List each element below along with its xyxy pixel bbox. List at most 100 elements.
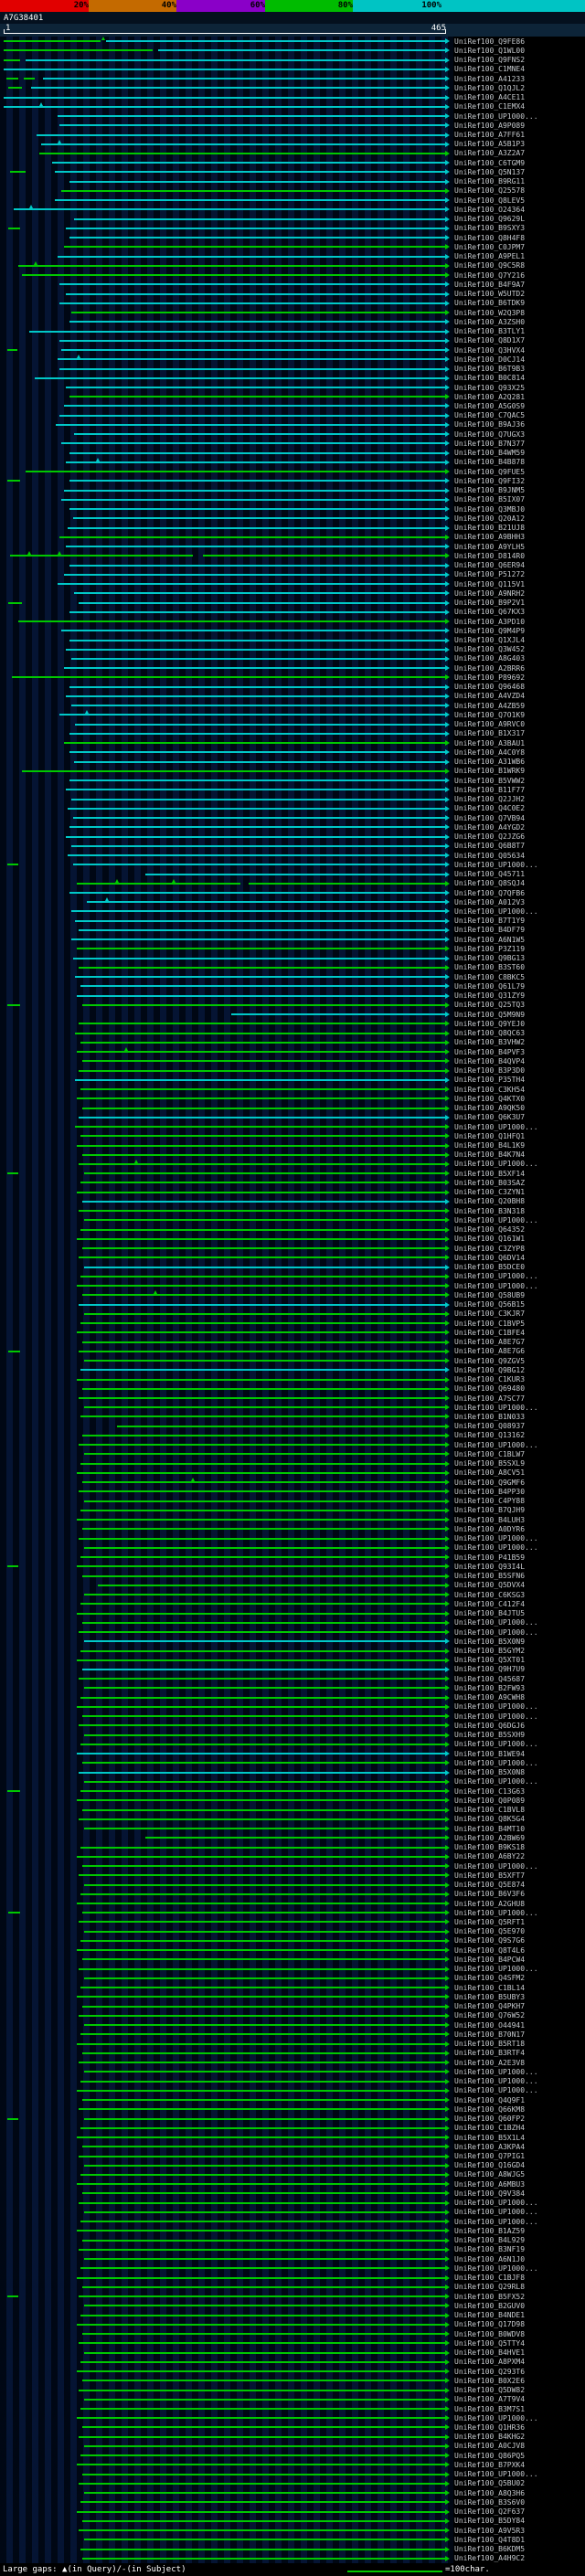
hit-bar[interactable] <box>59 302 445 304</box>
hit-label[interactable]: UniRef100_B2FW93 <box>454 1683 526 1692</box>
hit-bar[interactable] <box>37 133 445 136</box>
hit-label[interactable]: UniRef100_W2Q3P8 <box>454 308 526 317</box>
hit-label[interactable]: UniRef100_Q69480 <box>454 1384 526 1394</box>
hit-bar[interactable] <box>79 1818 445 1820</box>
hit-label[interactable]: UniRef100_A31WB6 <box>454 758 526 767</box>
hit-label[interactable]: UniRef100_A2GHU8 <box>454 1899 526 1908</box>
hit-label[interactable]: UniRef100_B4NDE1 <box>454 2311 526 2320</box>
hit-bar[interactable] <box>69 396 445 398</box>
hit-bar[interactable] <box>69 451 445 454</box>
hit-bar[interactable] <box>77 2370 445 2373</box>
hit-bar[interactable] <box>82 2426 445 2429</box>
hit-bar[interactable] <box>56 423 445 426</box>
hit-label[interactable]: UniRef100_B4DF79 <box>454 926 526 935</box>
hit-bar[interactable] <box>77 1051 445 1054</box>
hit-label[interactable]: UniRef100_A2E3V8 <box>454 2058 526 2067</box>
hit-bar[interactable] <box>77 2276 445 2279</box>
hit-label[interactable]: UniRef100_Q4SFM2 <box>454 1974 526 1983</box>
hit-bar[interactable] <box>70 844 445 847</box>
hit-label[interactable]: UniRef100_UP1000... <box>454 2077 538 2086</box>
hit-label[interactable]: UniRef100_B6T9B3 <box>454 365 526 374</box>
hit-bar[interactable] <box>84 1733 445 1736</box>
hit-bar[interactable] <box>82 2557 445 2560</box>
hit-label[interactable]: UniRef100_A9P089 <box>454 121 526 130</box>
hit-label[interactable]: UniRef100_A2Q281 <box>454 392 526 401</box>
hit-bar[interactable] <box>77 948 445 950</box>
hit-label[interactable]: UniRef100_UP1000... <box>454 2217 538 2226</box>
hit-label[interactable]: UniRef100_A8G403 <box>454 654 526 663</box>
hit-label[interactable]: UniRef100_Q8SQJ4 <box>454 879 526 888</box>
hit-label[interactable]: UniRef100_A8Q3H6 <box>454 2488 526 2497</box>
hit-bar[interactable] <box>84 2164 445 2167</box>
hit-label[interactable]: UniRef100_P51272 <box>454 570 526 579</box>
hit-bar[interactable] <box>70 312 445 314</box>
hit-label[interactable]: UniRef100_UP1000... <box>454 1122 538 1131</box>
hit-label[interactable]: UniRef100_B5SXH9 <box>454 1731 526 1740</box>
hit-bar[interactable] <box>77 1285 445 1288</box>
hit-bar[interactable] <box>79 2108 445 2111</box>
hit-label[interactable]: UniRef100_Q66KM8 <box>454 2104 526 2114</box>
hit-label[interactable]: UniRef100_B4L1K9 <box>454 1141 526 1150</box>
hit-label[interactable]: UniRef100_C6KSG3 <box>454 1590 526 1599</box>
hit-bar[interactable] <box>75 723 445 726</box>
hit-label[interactable]: UniRef100_Q45687 <box>454 1674 526 1683</box>
hit-bar[interactable] <box>82 2192 445 2195</box>
hit-bar[interactable] <box>80 1743 445 1745</box>
hit-bar[interactable] <box>79 2342 445 2345</box>
hit-label[interactable]: UniRef100_B5X1L4 <box>454 2133 526 2142</box>
hit-bar[interactable] <box>74 433 445 436</box>
hit-label[interactable]: UniRef100_A8PXM4 <box>454 2358 526 2367</box>
hit-label[interactable]: UniRef100_A2BRR6 <box>454 663 526 673</box>
hit-bar[interactable] <box>4 68 445 70</box>
hit-label[interactable]: UniRef100_B4HVE1 <box>454 2348 526 2358</box>
hit-bar[interactable] <box>80 1556 445 1559</box>
hit-label[interactable]: UniRef100_UP1000... <box>454 1160 538 1169</box>
hit-label[interactable]: UniRef100_B7T1Y9 <box>454 917 526 926</box>
hit-label[interactable]: UniRef100_Q5M9N9 <box>454 1010 526 1019</box>
hit-bar[interactable] <box>65 387 445 389</box>
hit-bar[interactable] <box>79 1116 445 1118</box>
hit-label[interactable]: UniRef100_Q8QC63 <box>454 1029 526 1038</box>
hit-bar[interactable] <box>84 2024 445 2027</box>
hit-bar[interactable] <box>79 1874 445 1877</box>
hit-bar[interactable] <box>17 620 445 623</box>
hit-bar[interactable] <box>84 1594 445 1596</box>
hit-bar[interactable] <box>69 508 445 511</box>
hit-bar[interactable] <box>77 1949 445 1952</box>
hit-bar[interactable] <box>84 2305 445 2307</box>
hit-bar[interactable] <box>79 2295 445 2298</box>
hit-label[interactable]: UniRef100_Q25578 <box>454 186 526 196</box>
hit-bar[interactable] <box>82 1060 445 1063</box>
hit-label[interactable]: UniRef100_B1N033 <box>454 1412 526 1421</box>
hit-label[interactable]: UniRef100_A4YGD2 <box>454 822 526 832</box>
hit-bar[interactable] <box>84 1930 445 1933</box>
hit-label[interactable]: UniRef100_A0CJV8 <box>454 2442 526 2451</box>
hit-bar[interactable] <box>77 1799 445 1802</box>
hit-label[interactable]: UniRef100_Q31ZY9 <box>454 991 526 1001</box>
hit-bar[interactable] <box>59 339 445 342</box>
hit-label[interactable]: UniRef100_B4K7N4 <box>454 1150 526 1160</box>
hit-bar[interactable] <box>82 2051 445 2054</box>
hit-bar[interactable] <box>80 1369 445 1372</box>
hit-label[interactable]: UniRef100_B5FX52 <box>454 2292 526 2301</box>
hit-bar[interactable] <box>75 1032 445 1034</box>
hit-bar[interactable] <box>145 1837 445 1839</box>
hit-label[interactable]: UniRef100_Q8H4F8 <box>454 233 526 242</box>
hit-label[interactable]: UniRef100_C1KUR3 <box>454 1375 526 1384</box>
hit-label[interactable]: UniRef100_A9PEL1 <box>454 252 526 261</box>
hit-bar[interactable] <box>8 1912 20 1914</box>
hit-label[interactable]: UniRef100_B21UJ8 <box>454 524 526 533</box>
hit-label[interactable]: UniRef100_Q0P089 <box>454 1796 526 1805</box>
hit-bar[interactable] <box>84 1546 445 1549</box>
hit-label[interactable]: UniRef100_C1BJF8 <box>454 2274 526 2283</box>
hit-bar[interactable] <box>79 601 445 604</box>
hit-bar[interactable] <box>80 2501 445 2504</box>
hit-bar[interactable] <box>7 480 20 482</box>
hit-bar[interactable] <box>77 2510 445 2513</box>
hit-bar[interactable] <box>84 2258 445 2261</box>
hit-label[interactable]: UniRef100_UP1000... <box>454 1740 538 1749</box>
hit-label[interactable]: UniRef100_A6BY22 <box>454 1852 526 1861</box>
hit-label[interactable]: UniRef100_Q3W452 <box>454 645 526 654</box>
hit-label[interactable]: UniRef100_C1MNE4 <box>454 65 526 74</box>
hit-bar[interactable] <box>75 1078 445 1081</box>
